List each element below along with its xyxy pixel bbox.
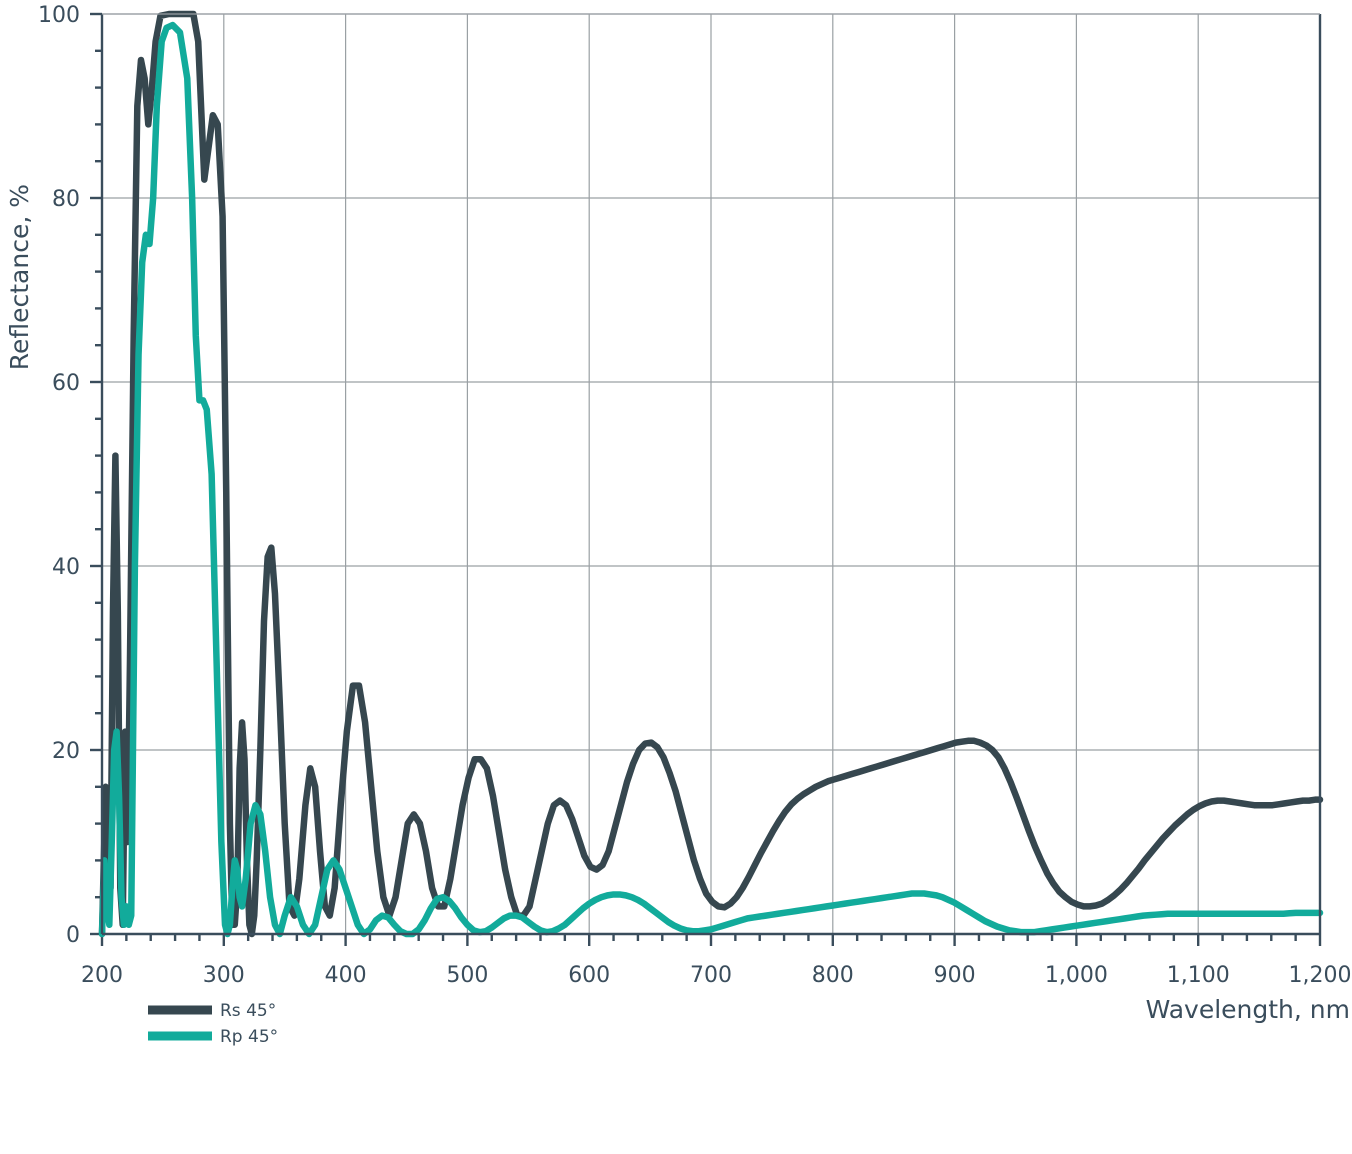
y-axis-title: Reflectance, % xyxy=(5,184,34,370)
y-tick-label: 100 xyxy=(38,3,80,28)
y-tick-label: 60 xyxy=(52,371,80,396)
x-tick-label: 400 xyxy=(325,963,367,988)
x-tick-label: 200 xyxy=(81,963,123,988)
y-tick-labels: 0 20 40 60 80 100 xyxy=(38,3,80,948)
x-tick-label: 600 xyxy=(568,963,610,988)
legend-label-rs: Rs 45° xyxy=(220,1001,276,1021)
y-tick-label: 80 xyxy=(52,187,80,212)
legend-item-rs: Rs 45° xyxy=(148,1001,276,1021)
axes xyxy=(100,13,1322,936)
x-tick-labels: 200 300 400 500 600 700 800 900 1,000 1,100 1,200 xyxy=(81,963,1351,988)
y-tick-label: 0 xyxy=(66,923,80,948)
x-tick-label: 1,200 xyxy=(1289,963,1352,988)
x-tick-label: 1,000 xyxy=(1045,963,1108,988)
legend-label-rp: Rp 45° xyxy=(220,1027,278,1047)
series-layer xyxy=(98,10,1324,938)
series-line-rs xyxy=(98,10,1324,938)
x-tick-label: 800 xyxy=(812,963,854,988)
x-tick-label: 500 xyxy=(446,963,488,988)
minor-ticks xyxy=(90,12,1322,946)
y-tick-label: 20 xyxy=(52,739,80,764)
x-tick-label: 700 xyxy=(690,963,732,988)
y-tick-label: 40 xyxy=(52,555,80,580)
x-axis-title: Wavelength, nm xyxy=(1146,995,1350,1024)
legend-item-rp: Rp 45° xyxy=(148,1027,278,1047)
x-tick-label: 900 xyxy=(934,963,976,988)
x-tick-label: 300 xyxy=(203,963,245,988)
x-tick-label: 1,100 xyxy=(1167,963,1230,988)
legend: Rs 45° Rp 45° xyxy=(148,1001,278,1047)
series-line-rp xyxy=(98,21,1324,938)
